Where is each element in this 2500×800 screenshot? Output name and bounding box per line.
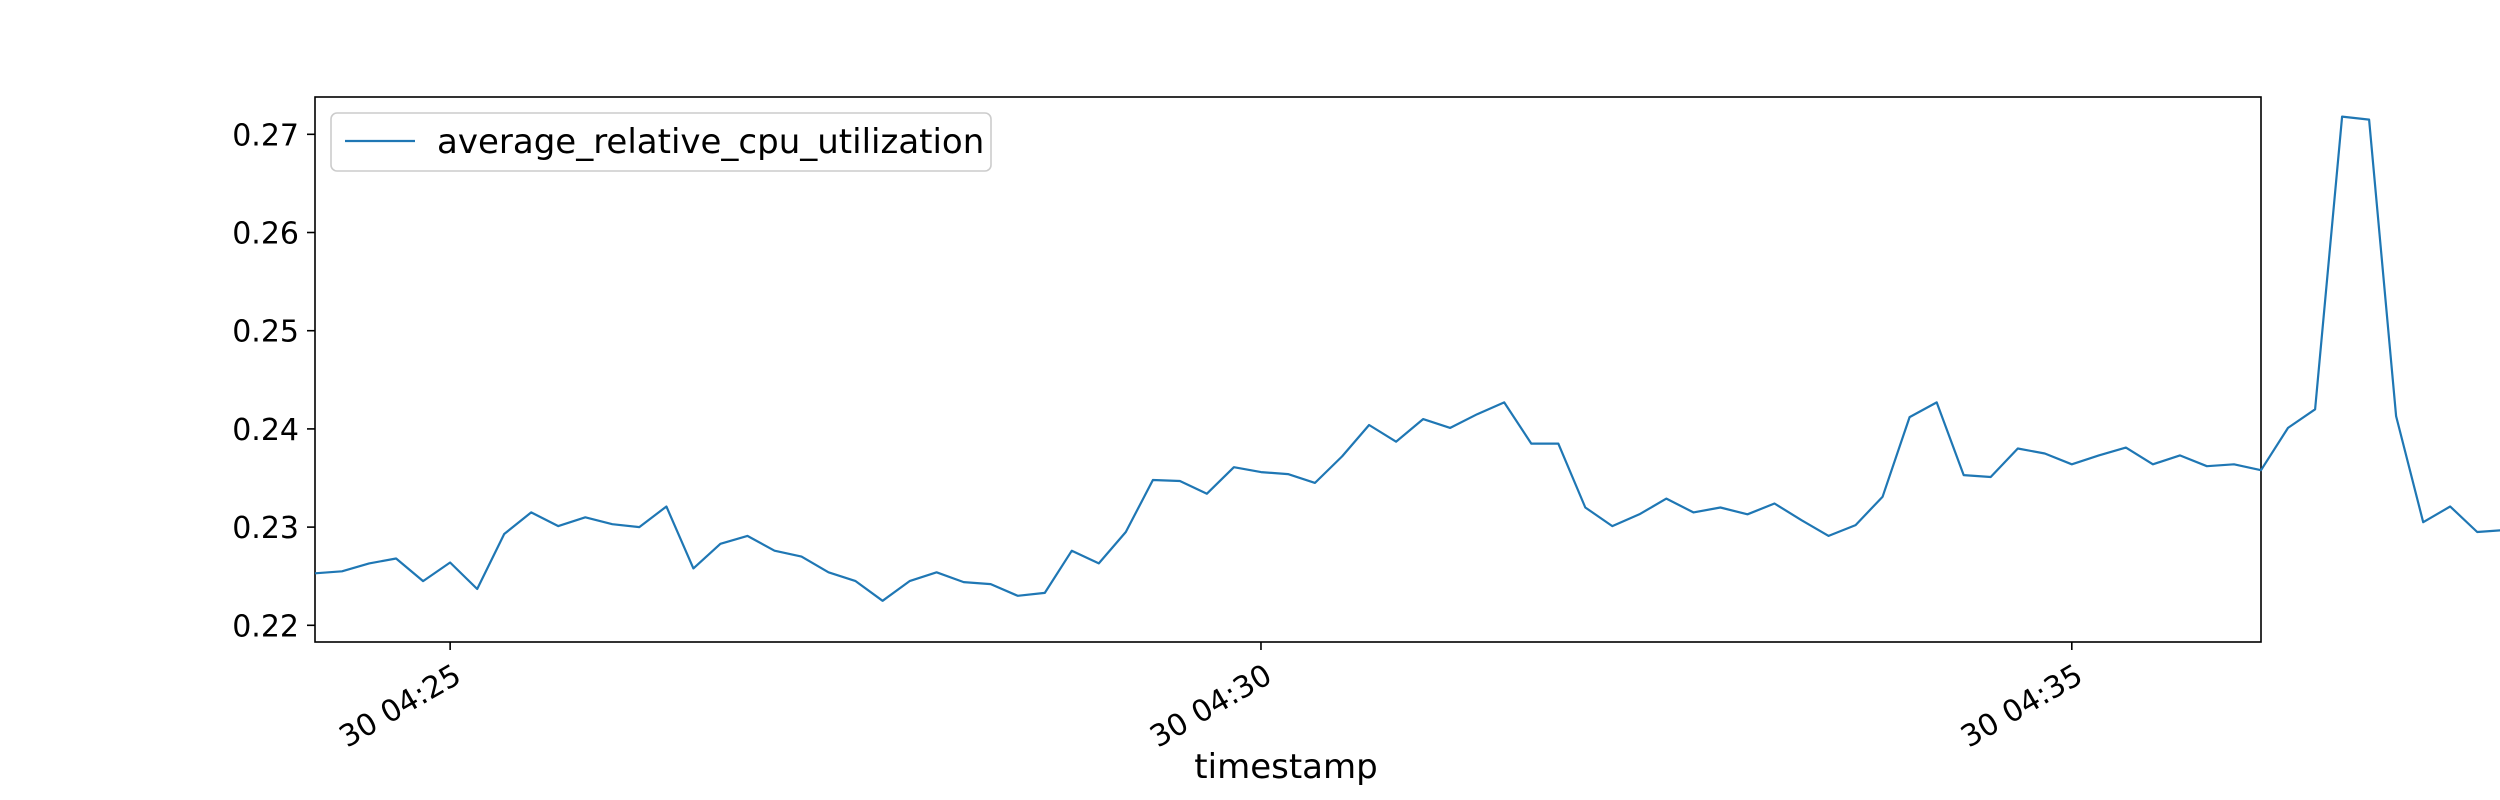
y-tick-label: 0.26 [232,217,299,252]
x-tick-label: 30 04:35 [1955,658,2089,755]
plot-area [314,96,2500,643]
legend-label: average_relative_cpu_utilization [437,122,984,162]
x-axis-title: timestamp [1194,747,1377,787]
y-tick-label: 0.24 [232,413,299,448]
y-tick-label: 0.25 [232,315,299,350]
series-line-average-relative-cpu-utilization [314,115,2500,602]
y-tick-label: 0.23 [232,511,299,546]
x-tick-label: 30 04:30 [1144,658,1278,755]
plot-frame [314,96,2262,643]
y-tick-label: 0.22 [232,609,299,644]
y-axis: 0.22 0.23 0.24 0.25 0.26 0.27 [232,118,315,644]
x-axis: 30 04:25 30 04:30 30 04:35 [333,642,2089,755]
legend-box [330,112,992,172]
y-tick-label: 0.27 [232,118,299,153]
x-tick-label: 30 04:25 [333,658,467,755]
legend: average_relative_cpu_utilization [330,112,992,172]
